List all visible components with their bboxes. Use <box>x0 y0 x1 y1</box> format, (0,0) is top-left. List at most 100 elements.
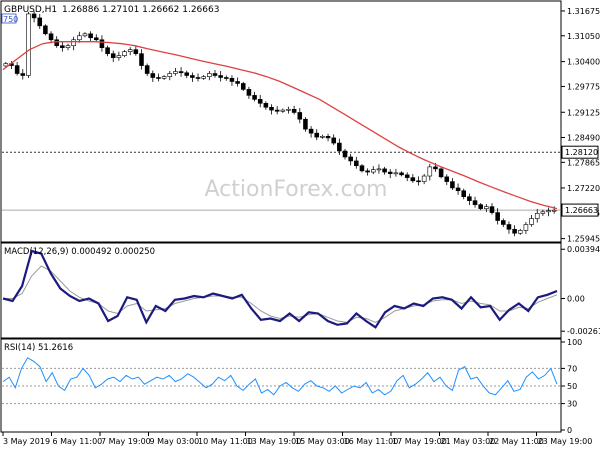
candle-body <box>127 49 133 52</box>
candle-body <box>167 73 173 78</box>
price-axis-label: 1.27865 <box>567 158 600 167</box>
candle-body <box>455 187 461 192</box>
candle-body <box>246 89 252 96</box>
candle-body <box>173 71 178 74</box>
time-axis-label: 7 May 19:00 <box>101 437 151 446</box>
candle-body <box>122 51 127 56</box>
candle-body <box>348 156 353 162</box>
price-axis-label: 1.29125 <box>567 108 600 117</box>
candle-body <box>370 169 376 173</box>
candle-body <box>467 196 472 201</box>
candle-body <box>65 45 71 49</box>
rsi-axis-label: 30 <box>567 400 577 409</box>
time-axis-label: 6 May 11:00 <box>53 437 103 446</box>
candle-body <box>489 206 495 213</box>
candle-body <box>20 73 26 76</box>
time-axis: 3 May 2019 6 May 11:007 May 19:009 May 03… <box>2 432 593 446</box>
candle-body <box>291 108 297 113</box>
candle-body <box>410 177 416 182</box>
candle-body <box>190 75 195 78</box>
rsi-axis-label: 70 <box>567 364 577 373</box>
time-axis-label: 22 May 11:00 <box>489 437 544 446</box>
candle-body <box>161 76 167 79</box>
candle-body <box>105 47 110 54</box>
macd-main-line <box>2 249 558 329</box>
price-panel: ActionForex.com 1.31675 1.31050 1.30400 1.2… <box>0 0 600 244</box>
candle-body <box>224 77 229 79</box>
price-axis-label: 1.29775 <box>567 82 600 91</box>
candle-body <box>444 176 450 182</box>
candle-body <box>529 218 534 225</box>
candle-body <box>82 33 88 37</box>
candle-body <box>43 25 48 35</box>
macd-axis-label: 0.00 <box>567 295 585 304</box>
rsi-axis-label: 0 <box>567 426 572 435</box>
candle-body <box>376 168 382 171</box>
badge-box <box>1 13 17 24</box>
candle-body <box>240 83 246 90</box>
ohlc-label: 1.26886 1.27101 1.26662 1.26663 <box>62 5 219 15</box>
candle-body <box>421 175 427 182</box>
candle-body <box>60 45 65 49</box>
candle-body <box>308 128 314 134</box>
candle-body <box>280 109 286 112</box>
candle-body <box>263 103 269 108</box>
candle-body <box>207 73 212 78</box>
candle-body <box>201 76 206 79</box>
candle-body <box>325 136 331 139</box>
candle-body <box>110 53 116 58</box>
candle-body <box>139 53 144 66</box>
candle-body <box>133 49 139 54</box>
candle-body <box>472 200 478 205</box>
time-axis-label: 15 May 03:00 <box>295 437 350 446</box>
candle-body <box>297 112 303 120</box>
rsi-label: RSI(14) 51.2616 <box>4 343 73 353</box>
candle-body <box>365 170 370 173</box>
price-level-box <box>561 145 599 159</box>
candle-body <box>71 39 76 47</box>
candle-body <box>551 209 557 212</box>
candle-body <box>342 150 348 158</box>
candle-body <box>235 81 240 84</box>
candle-body <box>337 142 342 152</box>
candle-body <box>195 77 201 79</box>
candle-body <box>427 166 433 177</box>
candle-body <box>184 72 190 76</box>
candle-body <box>99 39 105 49</box>
candle-body <box>212 73 218 76</box>
badge-label: 750 <box>3 15 18 24</box>
candle-body <box>303 118 308 130</box>
candle-body <box>156 77 161 79</box>
candle-body <box>286 108 291 111</box>
candle-body <box>478 204 483 209</box>
candle-body <box>269 106 274 111</box>
candle-body <box>546 210 551 213</box>
macd-axis-label: 0.003941 <box>567 245 600 254</box>
candle-body <box>382 168 387 173</box>
candle-body <box>31 13 37 19</box>
candle-body <box>48 33 54 41</box>
price-axis-label: 1.30400 <box>567 58 600 67</box>
candle-body <box>416 180 421 183</box>
candle-body <box>150 73 156 78</box>
candle-body <box>404 174 410 178</box>
candle-body <box>331 137 336 144</box>
candle-body <box>438 168 444 178</box>
rsi-line <box>2 357 558 396</box>
time-axis-label: 23 May 19:00 <box>538 437 593 446</box>
candle-body <box>540 211 546 214</box>
candle-body <box>144 65 150 74</box>
macd-label: MACD(12,26,9) 0.000492 0.000250 <box>4 247 155 257</box>
rsi-axis-label: 100 <box>567 338 582 347</box>
time-axis-label: 13 May 19:00 <box>247 437 302 446</box>
candle-body <box>320 136 325 138</box>
rsi-panel: 100 70 50 30 0 RSI(14) 51.2616 <box>0 338 582 435</box>
candle-body <box>506 224 512 230</box>
price-axis-label: 1.31675 <box>567 7 600 16</box>
candle-body <box>534 213 540 219</box>
candle-body <box>3 63 9 67</box>
price-level-label: 1.26663 <box>565 206 598 215</box>
candle-body <box>252 95 257 100</box>
moving-average-line <box>2 41 558 210</box>
